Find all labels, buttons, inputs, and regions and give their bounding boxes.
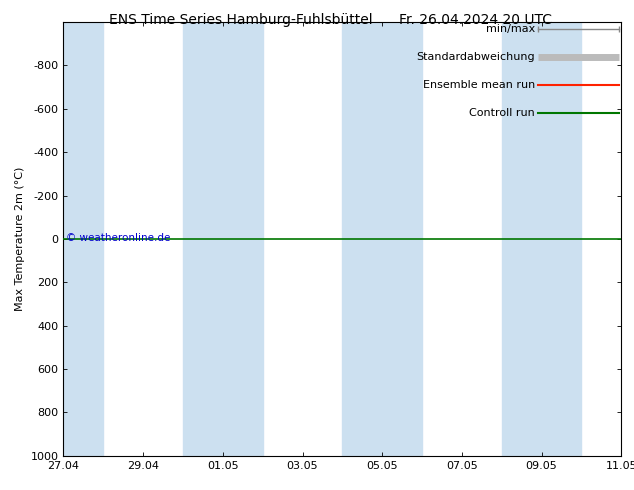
Text: Ensemble mean run: Ensemble mean run xyxy=(423,80,535,90)
Text: min/max: min/max xyxy=(486,24,535,33)
Text: Controll run: Controll run xyxy=(469,108,535,118)
Bar xyxy=(501,22,581,456)
Bar xyxy=(342,22,422,456)
Text: Standardabweichung: Standardabweichung xyxy=(416,52,535,62)
Bar xyxy=(63,22,103,456)
Y-axis label: Max Temperature 2m (°C): Max Temperature 2m (°C) xyxy=(15,167,25,311)
Bar xyxy=(183,22,262,456)
Text: © weatheronline.de: © weatheronline.de xyxy=(66,233,171,244)
Text: ENS Time Series Hamburg-Fuhlsbüttel: ENS Time Series Hamburg-Fuhlsbüttel xyxy=(109,13,373,27)
Text: Fr. 26.04.2024 20 UTC: Fr. 26.04.2024 20 UTC xyxy=(399,13,552,27)
